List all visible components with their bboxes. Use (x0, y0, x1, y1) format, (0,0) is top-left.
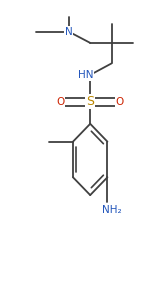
Text: O: O (57, 97, 65, 107)
Text: S: S (86, 95, 94, 108)
Text: HN: HN (78, 70, 94, 80)
Text: NH₂: NH₂ (102, 205, 121, 215)
Text: O: O (116, 97, 124, 107)
Text: N: N (65, 27, 73, 37)
